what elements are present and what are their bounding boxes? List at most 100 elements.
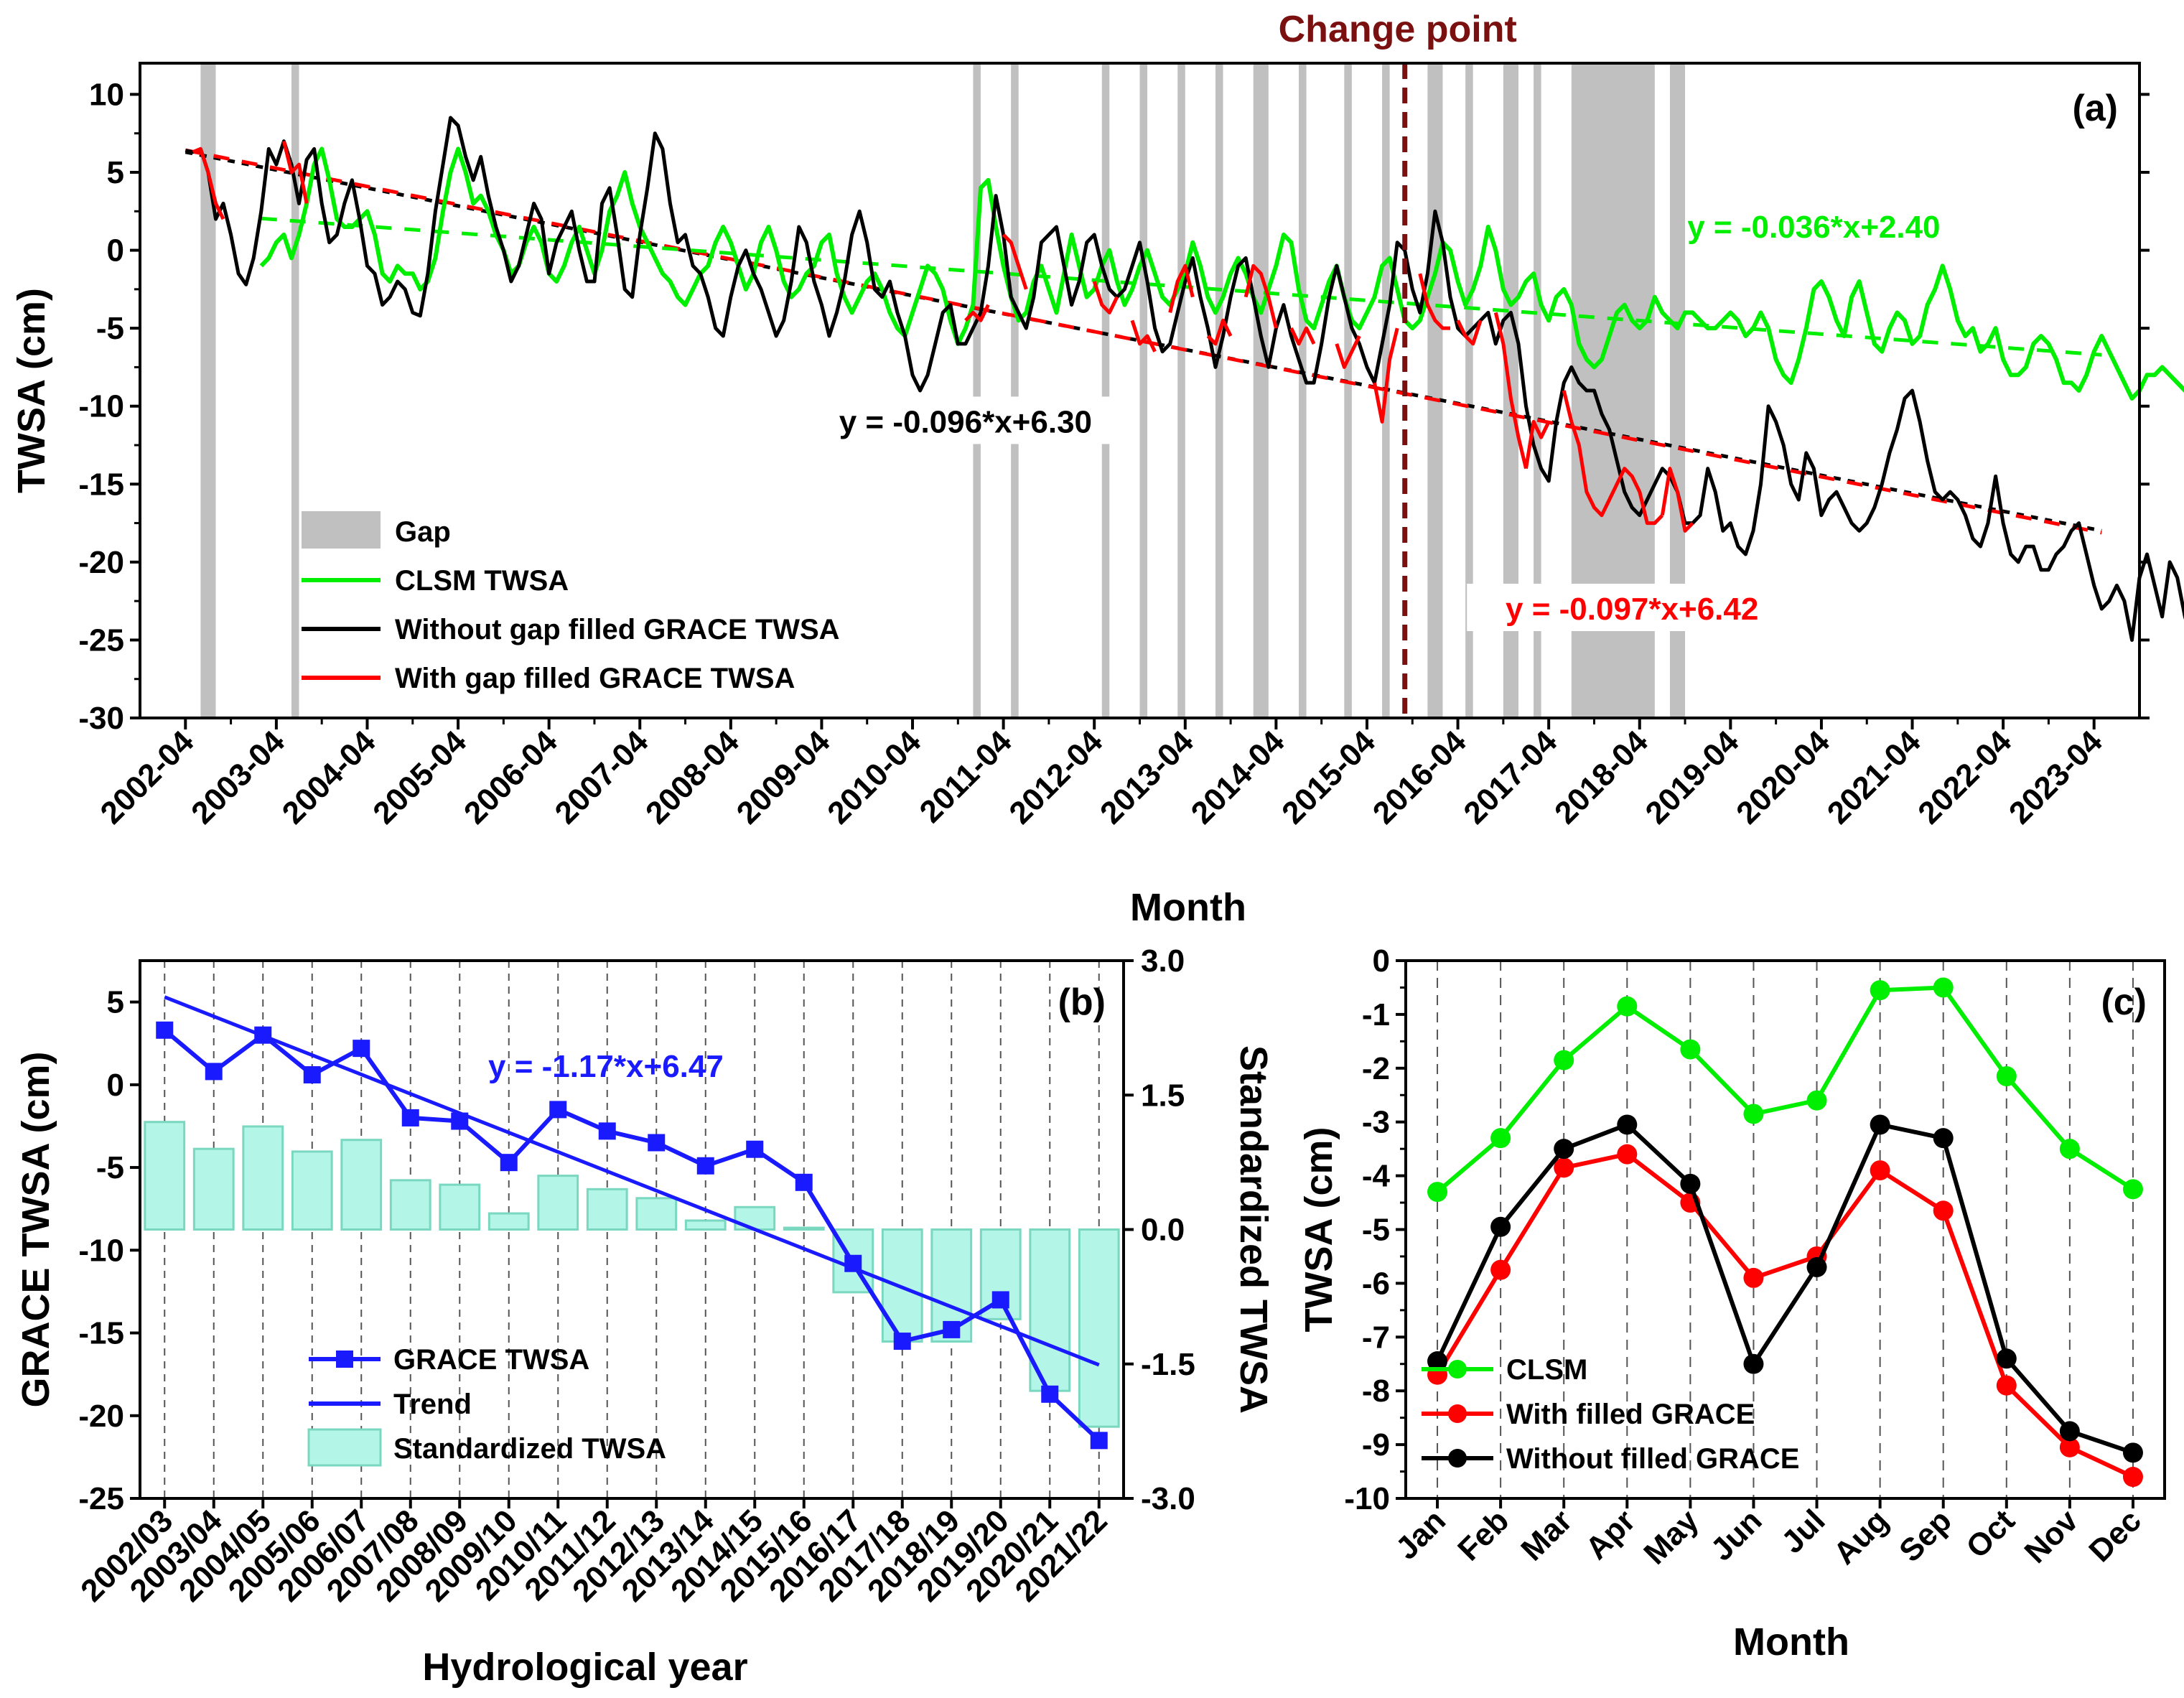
gap-filled-segment — [1335, 335, 1361, 369]
series-marker — [1427, 1182, 1448, 1203]
y2-axis-title: Standardized TWSA — [1232, 1045, 1275, 1414]
y-tick-label: -5 — [96, 311, 124, 346]
gap-band — [291, 63, 299, 718]
standardized-bar — [1078, 1228, 1120, 1428]
gap-filled-segment — [1168, 263, 1195, 313]
legend: Gap CLSM TWSA Without gap filled GRACE TWS… — [302, 511, 840, 694]
series-marker — [2059, 1421, 2080, 1442]
y-tick-label: 5 — [107, 985, 124, 1020]
gap-filled-segment — [964, 304, 990, 322]
grace-twsa-marker — [549, 1101, 567, 1119]
y-axis-title: GRACE TWSA (cm) — [14, 1052, 57, 1408]
gap-filled-segment — [1289, 326, 1316, 346]
series-line — [1436, 985, 2134, 1194]
series-marker — [1870, 980, 1890, 1001]
y2-tick-label: 3.0 — [1141, 943, 1185, 979]
y2-tick-labels: -3.0 -1.5 0.0 1.5 3.0 — [1141, 943, 1195, 1516]
series-marker — [1743, 1104, 1764, 1124]
legend-label: CLSM TWSA — [395, 565, 569, 597]
grace-twsa-marker — [696, 1157, 714, 1175]
equation-background — [800, 396, 1131, 444]
axes — [130, 62, 2150, 729]
series-marker — [2122, 1467, 2143, 1488]
y-tick-label: -10 — [78, 389, 124, 424]
series-marker — [1743, 1267, 1764, 1288]
series-marker — [1806, 1256, 1827, 1277]
series-marker — [1996, 1066, 2017, 1087]
legend: CLSM With filled GRACE Without filled GRAC… — [1422, 1354, 1799, 1475]
series-marker — [1617, 1144, 1638, 1165]
gap-band — [1427, 63, 1443, 718]
trend-equation: y = -0.096*x+6.30 — [839, 404, 1092, 439]
y-tick-label: -5 — [96, 1150, 124, 1185]
trend-line — [261, 216, 2102, 357]
y2-tick-label: 1.5 — [1141, 1078, 1185, 1113]
gap-filled-segment — [1002, 233, 1028, 290]
series-marker — [1996, 1375, 2017, 1396]
gap-band — [1253, 63, 1269, 718]
legend-label: Without gap filled GRACE TWSA — [395, 614, 840, 645]
grace-twsa-marker — [254, 1026, 272, 1044]
legend-marker — [1448, 1449, 1467, 1468]
series-marker — [1996, 1348, 2017, 1369]
grace-twsa-marker — [500, 1154, 518, 1172]
series-lines — [1427, 977, 2143, 1488]
gap-filled-segment — [1562, 390, 1664, 526]
grace-twsa-marker — [1041, 1385, 1059, 1403]
y-tick-label: -15 — [78, 1316, 124, 1351]
legend-label: Gap — [395, 516, 451, 548]
y-tick-label: -5 — [1362, 1213, 1390, 1248]
panel-label-b: (b) — [1058, 981, 1106, 1023]
x-axis-title: Hydrological year — [422, 1646, 747, 1689]
series-marker — [1870, 1160, 1890, 1181]
standardized-bar — [586, 1188, 628, 1231]
series-marker — [2122, 1442, 2143, 1463]
gap-band — [1299, 63, 1307, 718]
panel-label-c: (c) — [2101, 981, 2147, 1023]
series-marker — [1806, 1090, 1827, 1111]
y-tick-label: -9 — [1362, 1427, 1390, 1463]
y-tick-label: -10 — [1344, 1481, 1390, 1516]
grace-twsa-marker — [648, 1134, 666, 1152]
grace-line — [156, 1021, 1108, 1450]
legend-swatch — [307, 1428, 382, 1467]
standardized-bar — [783, 1226, 825, 1231]
gap-band — [1669, 63, 1686, 718]
legend-label: Without filled GRACE — [1506, 1443, 1799, 1475]
series-marker — [1617, 996, 1638, 1017]
y2-tick-label: -3.0 — [1141, 1481, 1195, 1516]
grace-twsa-marker — [893, 1333, 911, 1351]
gap-filled-segment — [1660, 467, 1694, 533]
grace-twsa-marker — [156, 1021, 174, 1039]
standardized-bar — [734, 1205, 776, 1231]
gap-filled-segment — [1243, 263, 1278, 329]
y-tick-label: 5 — [107, 155, 124, 190]
trend-equation: y = -1.17*x+6.47 — [488, 1049, 724, 1084]
y-tick-label: -2 — [1362, 1051, 1390, 1086]
standardized-bar — [684, 1219, 727, 1231]
y-tick-labels: -25 -20 -15 -10 -5 0 5 — [78, 985, 124, 1516]
grace-twsa-marker — [991, 1291, 1009, 1309]
grace-twsa-marker — [303, 1066, 321, 1084]
series-marker — [1490, 1259, 1511, 1280]
series-marker — [1554, 1139, 1574, 1160]
standardized-bar — [635, 1197, 678, 1231]
gap-filled-segment — [1130, 319, 1157, 353]
legend-label: GRACE TWSA — [393, 1344, 589, 1376]
series-lines — [185, 116, 2184, 642]
grace-twsa-marker — [943, 1320, 961, 1338]
y-tick-label: -7 — [1362, 1320, 1390, 1355]
y-tick-label: -4 — [1362, 1159, 1391, 1194]
series-marker — [1933, 1200, 1954, 1221]
gap-band — [1177, 63, 1185, 718]
y-tick-label: -6 — [1362, 1266, 1390, 1301]
grace-twsa-marker — [746, 1140, 764, 1158]
axes — [1396, 959, 2166, 1508]
gap-filled-segment — [1456, 319, 1483, 346]
equation-background — [1467, 584, 1798, 631]
standardized-bar — [1029, 1228, 1071, 1392]
y-tick-labels: -10-9-8-7-6-5-4-3-2-10 — [1344, 943, 1390, 1516]
y-axis-title: TWSA (cm) — [1297, 1127, 1340, 1333]
gap-filled-segment — [1373, 327, 1399, 424]
